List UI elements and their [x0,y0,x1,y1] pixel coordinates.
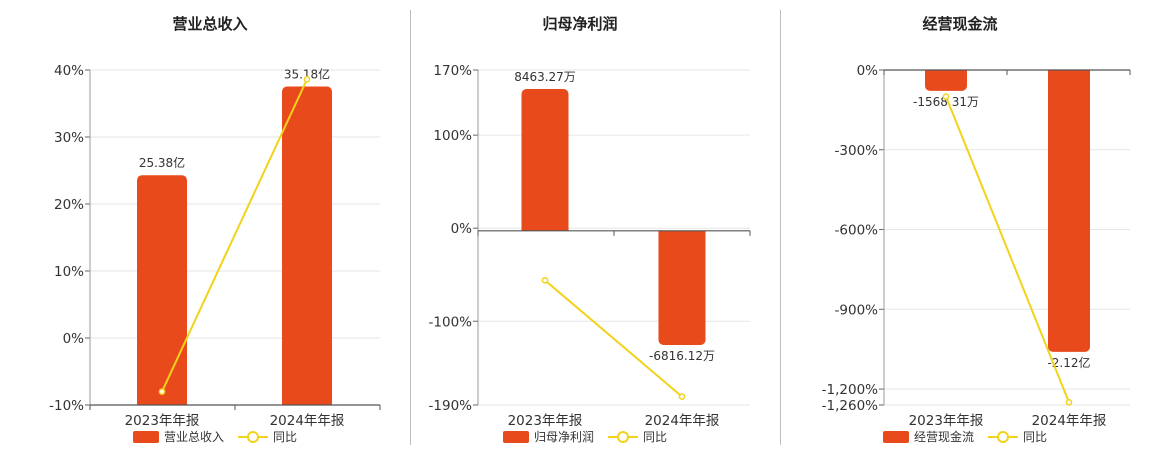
y-tick-label: -900% [835,302,879,318]
yoy-point [158,388,166,395]
yoy-point [541,276,549,284]
bar [1048,70,1090,352]
yoy-point [942,93,950,100]
x-category-label: 2023年年报 [508,413,583,429]
legend-bar-label: 营业总收入 [164,430,225,444]
chart-title: 经营现金流 [922,15,998,33]
x-category-label: 2024年年报 [645,413,720,429]
x-category-label: 2023年年报 [125,413,200,429]
y-tick-label: 0% [63,331,85,347]
x-category-label: 2024年年报 [1032,413,1107,429]
chart-panel-revenue: 营业总收入 -10% 0% 10% 20% 30% 40% 25.38亿 35.18亿 2023… [0,0,400,450]
y-tick-label: 20% [54,197,84,213]
y-tick-label: 40% [54,63,84,79]
bar-base [282,399,332,405]
legend: 经营现金流 同比 [883,428,1047,445]
legend-line-swatch [988,430,1019,443]
legend: 营业总收入 同比 [133,428,297,445]
bar-base [521,224,569,231]
bar-data-label: -1568.31万 [913,95,979,109]
yoy-line [945,96,1070,403]
y-tick-label: -600% [835,223,879,239]
bar-base [1048,70,1090,76]
y-tick-label: 100% [433,128,472,144]
y-tick-label: -100% [429,314,473,330]
y-tick-label: -1,260% [822,398,879,414]
y-tick-label: -190% [429,398,473,414]
yoy-point [303,76,311,83]
chart-svg: -10% 0% 10% 20% 30% 40% 25.38亿 35.18亿 2023年年报 202… [49,63,381,429]
bar-data-label: 8463.27万 [514,70,576,84]
yoy-line [544,279,683,398]
yoy-point [1065,398,1073,406]
legend-bar-swatch [133,430,159,443]
bar [137,175,187,405]
y-tick-label: -300% [835,143,879,159]
bar [658,230,706,345]
y-tick-label: 170% [433,63,472,79]
bar-data-label: 25.38亿 [139,155,185,170]
chart-title: 归母净利润 [542,15,618,33]
legend: 归母净利润 同比 [503,428,667,445]
panel-divider [780,10,781,445]
bar-base [137,399,187,405]
bar-data-label: -6816.12万 [649,349,715,363]
bar [282,86,332,405]
y-tick-label: -1,200% [822,382,879,398]
bar-base [658,230,706,237]
y-tick-label: 0% [857,63,879,79]
panel-divider [410,10,411,445]
y-tick-label: 30% [54,130,84,146]
legend-bar-label: 归母净利润 [534,430,595,444]
y-tick-label: 0% [451,221,473,237]
legend-bar-swatch [503,430,529,443]
chart-svg: -190% -100% 0% 100% 170% 8463.27万 -6816.12万 202… [429,63,751,429]
y-tick-label: 10% [54,264,84,280]
x-category-label: 2023年年报 [909,413,984,429]
bar-base [925,70,967,76]
yoy-line [161,78,308,393]
bar-data-label: -2.12亿 [1047,355,1090,370]
x-category-label: 2024年年报 [270,413,345,429]
y-tick-label: -10% [49,398,84,414]
legend-line-label: 同比 [1023,430,1048,444]
legend-line-label: 同比 [273,430,298,444]
legend-bar-label: 经营现金流 [914,430,975,444]
bar-data-label: 35.18亿 [284,66,330,81]
legend-line-swatch [608,430,639,443]
legend-bar-swatch [883,430,909,443]
yoy-point [678,393,686,400]
bar [521,89,569,231]
legend-line-swatch [238,430,269,443]
chart-panel-net-profit: 归母净利润 -190% -100% 0% 100% 170% 8463.27万 -6816.… [429,15,751,445]
chart-title: 营业总收入 [172,15,248,33]
legend-line-label: 同比 [643,430,668,444]
